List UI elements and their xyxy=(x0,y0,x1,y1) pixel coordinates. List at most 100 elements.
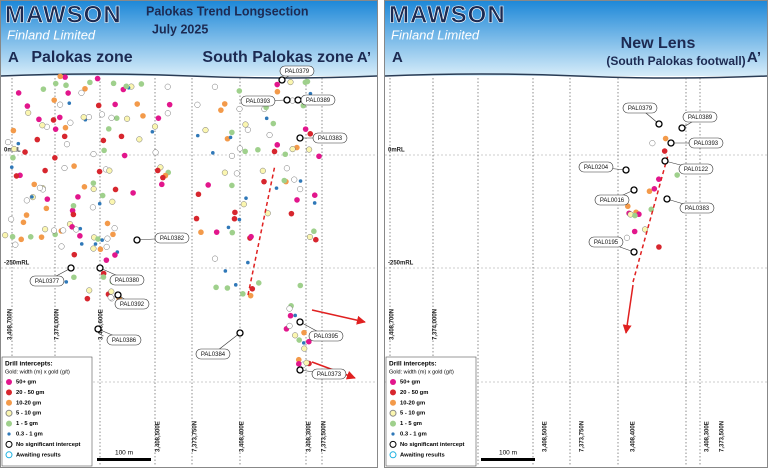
intercept-dot xyxy=(154,167,161,174)
intercept-dot xyxy=(23,197,30,204)
hole-tag xyxy=(29,275,65,287)
intercept-dot xyxy=(306,233,313,241)
grid-label: 7,373,500N xyxy=(720,421,726,452)
legend-item: Awaiting results xyxy=(16,452,61,458)
intercept-dot xyxy=(52,80,59,87)
intercept-dot xyxy=(57,101,64,108)
intercept-dot xyxy=(228,152,235,159)
intercept-dot xyxy=(111,225,118,232)
hole-label: PAL0384 xyxy=(201,352,226,358)
legend-item: Awaiting results xyxy=(400,452,445,458)
legend-swatch xyxy=(389,409,397,417)
hole-label: PAL0195 xyxy=(594,240,619,246)
intercept-dot xyxy=(301,345,308,352)
intercept-dot xyxy=(51,97,57,103)
intercept-dot xyxy=(247,292,254,299)
grid-label: 3,408,500E xyxy=(156,421,162,452)
legend-title: Drill intercepts: xyxy=(389,361,437,368)
legend-swatch xyxy=(6,389,12,396)
intercept-dot xyxy=(228,135,233,140)
hole-tag xyxy=(279,65,315,77)
intercept-dot xyxy=(244,126,251,133)
intercept-dot xyxy=(236,88,243,94)
intercept-dot xyxy=(674,172,680,178)
scale-label: 100 m xyxy=(499,450,517,457)
hole-collar xyxy=(96,264,104,272)
hole-tag xyxy=(106,334,142,346)
intercept-dot xyxy=(656,244,662,250)
hole-label: PAL0383 xyxy=(685,206,710,212)
intercept-dot xyxy=(58,243,65,250)
intercept-dot xyxy=(104,220,111,227)
legend-swatch xyxy=(6,379,12,385)
intercept-dot xyxy=(286,305,293,312)
direction-arrow xyxy=(311,309,366,325)
intercept-dot xyxy=(4,139,12,146)
intercept-dot xyxy=(87,79,93,86)
section-start: A xyxy=(392,49,403,66)
intercept-dot xyxy=(218,107,224,113)
legend-swatch xyxy=(389,440,397,448)
scale-label: 100 m xyxy=(115,450,133,457)
intercept-dot xyxy=(281,177,288,184)
hole-label: PAL0379 xyxy=(628,106,653,112)
legend-swatch xyxy=(390,399,396,406)
intercept-dot xyxy=(42,226,49,233)
intercept-dot xyxy=(151,123,159,130)
fault-trace xyxy=(247,164,276,296)
intercept-dot xyxy=(82,85,88,92)
hole-label: PAL0377 xyxy=(35,279,60,285)
intercept-dot xyxy=(105,126,112,132)
intercept-dot xyxy=(213,229,220,235)
legend-box xyxy=(1,356,93,467)
intercept-dot xyxy=(15,90,22,96)
hole-label: PAL0389 xyxy=(688,115,713,121)
level-label: 0mRL xyxy=(388,148,405,154)
intercept-dot xyxy=(103,243,110,250)
intercept-dot xyxy=(661,148,668,154)
intercept-dot xyxy=(70,202,77,209)
intercept-dot xyxy=(99,192,106,199)
intercept-dot xyxy=(90,151,97,158)
intercept-dot xyxy=(123,83,130,90)
legend-subtitle: Gold: width (m) x gold (g/t) xyxy=(389,369,454,375)
intercept-dot xyxy=(150,129,155,134)
hole-collar xyxy=(678,124,686,132)
legend-swatch xyxy=(6,399,12,406)
intercept-dot xyxy=(242,121,249,128)
logo-name: MAWSON xyxy=(5,1,122,28)
intercept-dot xyxy=(624,203,631,210)
hole-tag xyxy=(240,95,276,107)
intercept-dot xyxy=(71,274,77,281)
intercept-dot xyxy=(103,257,110,263)
hole-label: PAL0392 xyxy=(120,302,145,308)
hole-label: PAL0204 xyxy=(584,165,609,171)
hole-collar xyxy=(114,291,122,299)
intercept-dot xyxy=(108,114,115,121)
hole-collar xyxy=(94,325,102,333)
hole-collar xyxy=(655,120,663,128)
legend-item: 20 - 50 gm xyxy=(16,390,44,396)
intercept-dot xyxy=(63,141,71,148)
intercept-dot xyxy=(160,174,166,181)
intercept-dot xyxy=(294,197,300,203)
hole-tag xyxy=(594,194,630,206)
hole-collar xyxy=(630,186,638,194)
intercept-dot xyxy=(646,188,653,195)
grid-label: 3,408,300E xyxy=(307,421,313,452)
intercept-dot xyxy=(65,90,71,96)
intercept-dot xyxy=(61,133,68,140)
legend-item: 10-20 gm xyxy=(16,400,41,406)
intercept-dot xyxy=(291,176,298,183)
intercept-dot xyxy=(242,148,248,155)
intercept-dot xyxy=(306,338,312,345)
intercept-dot xyxy=(95,236,101,242)
intercept-dot xyxy=(93,242,98,246)
hole-collar xyxy=(667,139,675,147)
intercept-dot xyxy=(211,83,218,90)
intercept-dot xyxy=(110,80,117,87)
intercept-dot xyxy=(248,233,254,240)
intercept-dot xyxy=(80,114,87,121)
intercept-dot xyxy=(306,146,313,153)
intercept-dot xyxy=(62,124,69,131)
